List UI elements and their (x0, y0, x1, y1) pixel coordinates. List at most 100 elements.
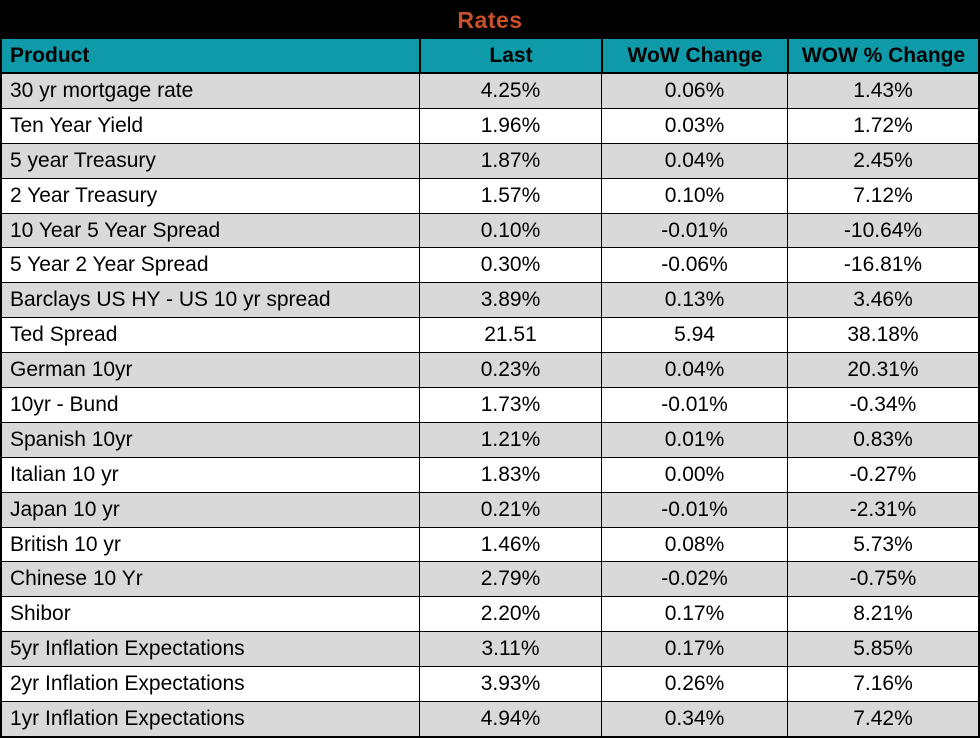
column-header-product: Product (10, 43, 90, 67)
last-cell: 0.10% (419, 213, 601, 248)
product-cell: Ten Year Yield (10, 113, 144, 137)
column-header-last: Last (419, 39, 601, 72)
wow-change-cell: 0.10% (601, 178, 787, 213)
last-cell: 3.93% (419, 667, 601, 702)
product-cell: 5 Year 2 Year Spread (10, 253, 209, 277)
product-cell: 5yr Inflation Expectations (10, 637, 245, 661)
wow-pct-change-cell: -0.27% (787, 457, 978, 492)
last-cell: 1.96% (419, 108, 601, 143)
product-cell: British 10 yr (10, 532, 121, 556)
wow-pct-change-cell: 8.21% (787, 597, 978, 632)
product-cell: 10 Year 5 Year Spread (10, 218, 221, 242)
wow-change-cell: 0.34% (601, 702, 787, 736)
last-cell: 1.87% (419, 143, 601, 178)
wow-change-cell: 0.13% (601, 283, 787, 318)
column-header-wow-change: WoW Change (601, 39, 787, 72)
table-row: Ten Year Yield 1.96% 0.03% 1.72% (2, 108, 978, 144)
wow-pct-change-cell: -0.34% (787, 388, 978, 422)
wow-pct-change-cell: -0.75% (787, 562, 978, 597)
wow-pct-change-cell: 3.46% (787, 283, 978, 318)
last-cell: 2.79% (419, 562, 601, 597)
last-cell: 1.57% (419, 178, 601, 213)
wow-change-cell: 0.00% (601, 457, 787, 492)
wow-change-cell: 0.03% (601, 108, 787, 143)
wow-pct-change-cell: 5.85% (787, 632, 978, 667)
last-cell: 21.51 (419, 318, 601, 353)
last-cell: 3.11% (419, 632, 601, 667)
table-row: 10 Year 5 Year Spread 0.10% -0.01% -10.64% (2, 213, 978, 249)
last-cell: 1.83% (419, 457, 601, 492)
wow-change-cell: 0.08% (601, 527, 787, 562)
wow-pct-change-cell: 20.31% (787, 353, 978, 388)
table-row: 30 yr mortgage rate 4.25% 0.06% 1.43% (2, 74, 978, 109)
wow-change-cell: -0.01% (601, 492, 787, 527)
wow-pct-change-cell: 0.83% (787, 422, 978, 457)
wow-change-cell: -0.01% (601, 388, 787, 422)
table-row: Shibor 2.20% 0.17% 8.21% (2, 597, 978, 633)
wow-change-cell: 0.01% (601, 422, 787, 457)
wow-pct-change-cell: 7.42% (787, 702, 978, 736)
wow-pct-change-cell: -10.64% (787, 213, 978, 248)
table-row: German 10yr 0.23% 0.04% 20.31% (2, 353, 978, 389)
wow-change-cell: 0.17% (601, 632, 787, 667)
wow-change-cell: -0.02% (601, 562, 787, 597)
table-row: 5 year Treasury 1.87% 0.04% 2.45% (2, 143, 978, 179)
wow-pct-change-cell: 38.18% (787, 318, 978, 353)
product-cell: German 10yr (10, 358, 133, 382)
table-row: 5 Year 2 Year Spread 0.30% -0.06% -16.81% (2, 248, 978, 284)
wow-pct-change-cell: 7.12% (787, 178, 978, 213)
wow-pct-change-cell: 1.72% (787, 108, 978, 143)
product-cell: Italian 10 yr (10, 462, 119, 486)
product-cell: Barclays US HY - US 10 yr spread (10, 288, 331, 312)
product-cell: Ted Spread (10, 323, 118, 347)
product-cell: 30 yr mortgage rate (10, 78, 194, 102)
wow-pct-change-cell: 2.45% (787, 143, 978, 178)
product-cell: Spanish 10yr (10, 427, 133, 451)
wow-change-cell: -0.06% (601, 248, 787, 283)
table-row: Italian 10 yr 1.83% 0.00% -0.27% (2, 457, 978, 493)
last-cell: 4.94% (419, 702, 601, 736)
last-cell: 1.21% (419, 422, 601, 457)
wow-pct-change-cell: -2.31% (787, 492, 978, 527)
product-cell: Chinese 10 Yr (10, 567, 143, 591)
last-cell: 1.73% (419, 388, 601, 422)
wow-change-cell: 0.06% (601, 74, 787, 108)
table-row: Japan 10 yr 0.21% -0.01% -2.31% (2, 492, 978, 528)
wow-change-cell: 0.26% (601, 667, 787, 702)
table-header-row: Product Last WoW Change WOW % Change (2, 38, 978, 74)
product-cell: 2yr Inflation Expectations (10, 672, 245, 696)
last-cell: 0.21% (419, 492, 601, 527)
table-row: 10yr - Bund 1.73% -0.01% -0.34% (2, 388, 978, 423)
table-body: 30 yr mortgage rate 4.25% 0.06% 1.43% Ten Ye… (2, 74, 978, 736)
wow-pct-change-cell: -16.81% (787, 248, 978, 283)
table-row: Chinese 10 Yr 2.79% -0.02% -0.75% (2, 562, 978, 598)
table-row: Barclays US HY - US 10 yr spread 3.89% 0.1… (2, 283, 978, 319)
last-cell: 4.25% (419, 74, 601, 108)
table-row: 2 Year Treasury 1.57% 0.10% 7.12% (2, 178, 978, 214)
product-cell: 10yr - Bund (10, 392, 119, 416)
wow-pct-change-cell: 1.43% (787, 74, 978, 108)
wow-pct-change-cell: 7.16% (787, 667, 978, 702)
table-title-bar: Rates (2, 2, 978, 38)
column-header-wow-pct-change: WOW % Change (787, 39, 978, 72)
last-cell: 1.46% (419, 527, 601, 562)
last-cell: 0.30% (419, 248, 601, 283)
wow-change-cell: 5.94 (601, 318, 787, 353)
table-row: Ted Spread 21.51 5.94 38.18% (2, 318, 978, 354)
last-cell: 3.89% (419, 283, 601, 318)
product-cell: Shibor (10, 602, 71, 626)
table-row: Spanish 10yr 1.21% 0.01% 0.83% (2, 422, 978, 458)
wow-change-cell: 0.17% (601, 597, 787, 632)
table-row: 5yr Inflation Expectations 3.11% 0.17% 5.85… (2, 632, 978, 668)
wow-pct-change-cell: 5.73% (787, 527, 978, 562)
wow-change-cell: 0.04% (601, 143, 787, 178)
product-cell: 5 year Treasury (10, 148, 156, 172)
wow-change-cell: -0.01% (601, 213, 787, 248)
table-title: Rates (457, 6, 523, 33)
last-cell: 2.20% (419, 597, 601, 632)
product-cell: Japan 10 yr (10, 497, 120, 521)
product-cell: 2 Year Treasury (10, 183, 158, 207)
table-row: British 10 yr 1.46% 0.08% 5.73% (2, 527, 978, 563)
table-row: 2yr Inflation Expectations 3.93% 0.26% 7.16… (2, 667, 978, 703)
